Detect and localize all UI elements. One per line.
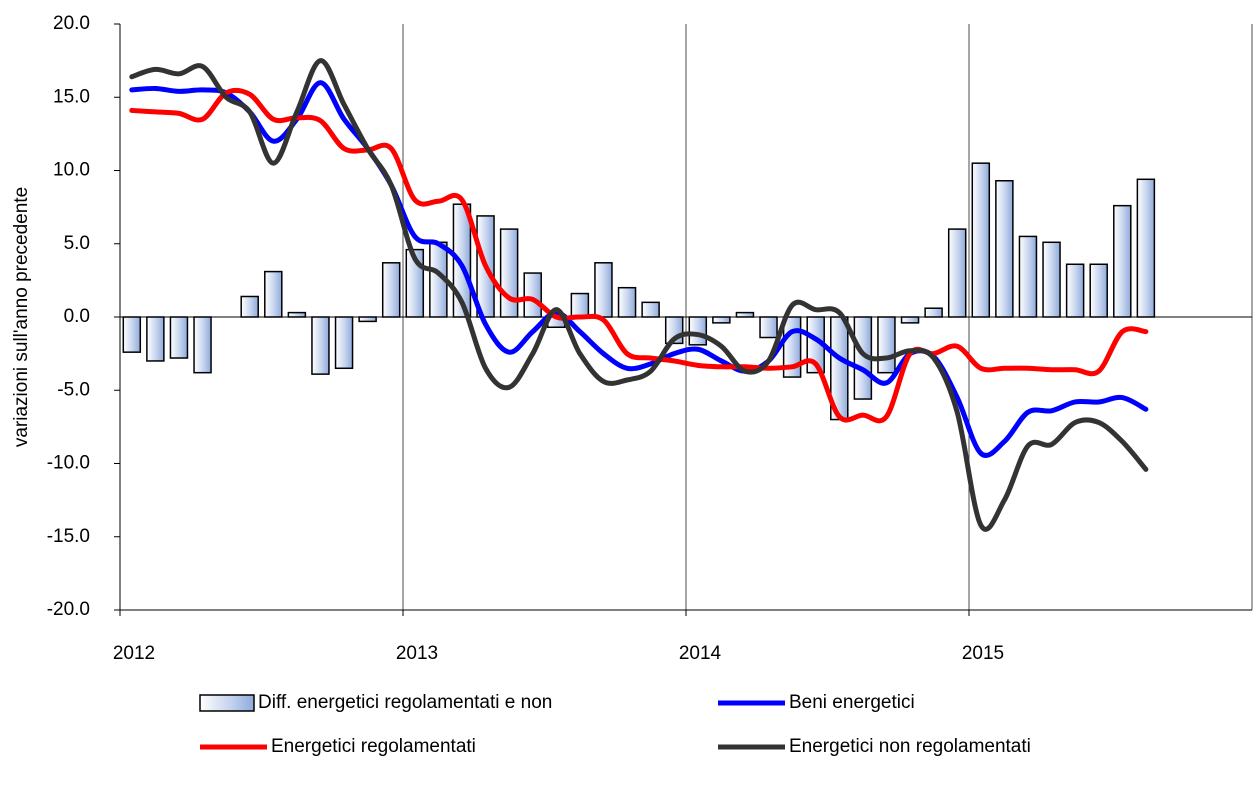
x-tick-label: 2015 bbox=[962, 643, 1004, 664]
x-tick-label: 2012 bbox=[113, 643, 155, 664]
bar bbox=[240, 295, 259, 318]
x-tick-label: 2013 bbox=[396, 643, 438, 664]
x-tick-label: 2014 bbox=[679, 643, 722, 664]
bar bbox=[358, 316, 377, 323]
y-tick-label: 15.0 bbox=[53, 86, 90, 107]
bar bbox=[712, 316, 731, 324]
legend-label: Diff. energetici regolamentati e non bbox=[258, 692, 552, 713]
bar bbox=[381, 262, 401, 318]
bar bbox=[688, 316, 708, 346]
legend-label: Energetici non regolamentati bbox=[789, 736, 1031, 757]
y-tick-label: 0.0 bbox=[64, 306, 90, 327]
bar bbox=[193, 316, 212, 374]
bar bbox=[570, 292, 590, 318]
bar bbox=[617, 286, 637, 318]
y-axis-label: variazioni sull'anno precedente bbox=[11, 187, 32, 447]
bar bbox=[995, 180, 1014, 318]
y-tick-label: 10.0 bbox=[53, 160, 90, 181]
y-tick-label: 20.0 bbox=[53, 13, 90, 34]
bar bbox=[1113, 204, 1132, 318]
y-tick-label: -20.0 bbox=[47, 599, 90, 620]
bar bbox=[1018, 235, 1038, 318]
bar bbox=[122, 316, 142, 353]
y-tick-label: -15.0 bbox=[47, 526, 90, 547]
bar bbox=[311, 316, 330, 375]
bar bbox=[499, 228, 519, 318]
bar bbox=[924, 307, 943, 318]
bar bbox=[900, 316, 920, 324]
bar bbox=[169, 316, 189, 359]
bar bbox=[287, 311, 307, 318]
bar bbox=[947, 228, 967, 318]
y-tick-label: -10.0 bbox=[47, 453, 90, 474]
legend-label: Energetici regolamentati bbox=[271, 736, 476, 757]
bar bbox=[264, 270, 283, 318]
bar bbox=[971, 162, 991, 318]
bar bbox=[759, 316, 778, 339]
bar bbox=[1136, 178, 1156, 318]
legend-swatch bbox=[199, 694, 255, 712]
bar bbox=[735, 311, 755, 318]
y-tick-label: 5.0 bbox=[64, 233, 90, 254]
bar bbox=[334, 316, 354, 370]
line bbox=[129, 80, 1149, 458]
line bbox=[129, 87, 1149, 424]
bar bbox=[1042, 241, 1061, 318]
bar bbox=[1089, 263, 1108, 318]
bar bbox=[641, 301, 660, 318]
bar bbox=[594, 262, 613, 318]
bar bbox=[523, 272, 542, 318]
bar bbox=[1065, 263, 1085, 318]
y-tick-label: -5.0 bbox=[57, 379, 90, 400]
bar bbox=[877, 316, 896, 374]
bar bbox=[146, 316, 165, 362]
line bbox=[129, 58, 1149, 532]
legend-label: Beni energetici bbox=[789, 692, 915, 713]
